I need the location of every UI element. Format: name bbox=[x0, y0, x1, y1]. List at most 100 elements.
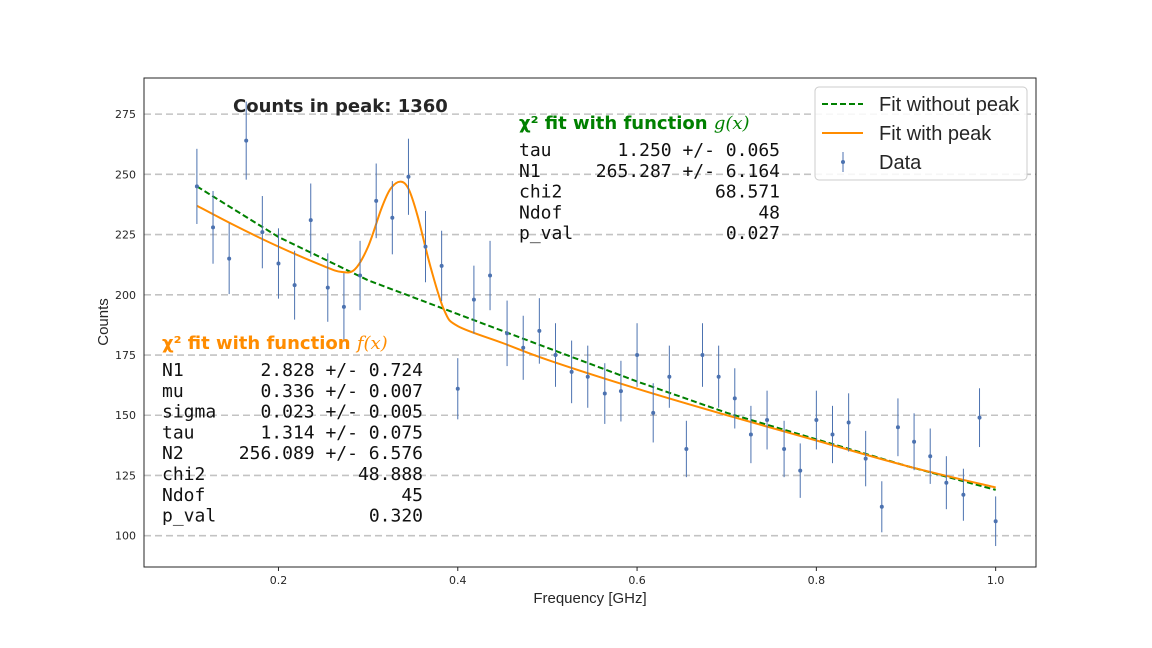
fit-f-row-value: 256.089 +/- 6.576 bbox=[239, 443, 423, 464]
data-point bbox=[684, 446, 689, 451]
y-tick-label: 225 bbox=[115, 229, 136, 242]
data-point bbox=[602, 391, 607, 396]
fit-g-title-prefix: χ² fit with function bbox=[519, 113, 714, 134]
fit-f-title-func: f(x) bbox=[355, 333, 388, 354]
data-point bbox=[667, 374, 672, 379]
data-point bbox=[765, 418, 770, 423]
data-point bbox=[618, 389, 623, 394]
legend-fit-without-peak: Fit without peak bbox=[879, 94, 1020, 116]
y-tick-label: 125 bbox=[115, 469, 136, 482]
fit-g-row-label: Ndof bbox=[519, 202, 562, 223]
fit-f-row-label: tau bbox=[162, 422, 195, 443]
plot-frame bbox=[143, 77, 1037, 568]
data-point bbox=[635, 353, 640, 358]
data-point bbox=[227, 256, 232, 261]
data-point bbox=[406, 174, 411, 179]
y-tick-label: 150 bbox=[115, 409, 136, 422]
fit-f-row-value: 48.888 bbox=[358, 464, 423, 485]
x-tick-label: 0.2 bbox=[270, 574, 288, 587]
fit-f-row-label: N2 bbox=[162, 443, 184, 464]
data-point bbox=[732, 396, 737, 401]
y-tick-label: 175 bbox=[115, 349, 136, 362]
data-point bbox=[651, 410, 656, 415]
fit-g-row-value: 68.571 bbox=[715, 182, 780, 203]
fit-f-row-label: sigma bbox=[162, 402, 216, 423]
data-point bbox=[455, 386, 460, 391]
data-point bbox=[977, 415, 982, 420]
fit-g-row-label: N1 bbox=[519, 161, 541, 182]
data-point bbox=[585, 374, 590, 379]
data-point bbox=[194, 184, 199, 189]
fit-g-title: χ² fit with function g(x) bbox=[519, 113, 750, 134]
y-tick-label: 275 bbox=[115, 108, 136, 121]
fit-g-row-value: 265.287 +/- 6.164 bbox=[596, 161, 780, 182]
data-point bbox=[521, 345, 526, 350]
data-point bbox=[390, 215, 395, 220]
data-point bbox=[325, 285, 330, 290]
fit-f-row-value: 45 bbox=[401, 485, 423, 506]
y-axis-ticks: 100 125 150 175 200 225 250 275 bbox=[115, 108, 136, 543]
x-tick-label: 0.6 bbox=[628, 574, 646, 587]
data-point bbox=[423, 244, 428, 249]
y-tick-label: 200 bbox=[115, 289, 136, 302]
legend-fit-with-peak: Fit with peak bbox=[879, 123, 992, 145]
data-point bbox=[244, 138, 249, 143]
data-point bbox=[846, 420, 851, 425]
data-point bbox=[798, 468, 803, 473]
x-tick-label: 1.0 bbox=[987, 574, 1005, 587]
data-point bbox=[912, 439, 917, 444]
data-point bbox=[292, 283, 297, 288]
data-point bbox=[928, 454, 933, 459]
fit-without-peak-layer bbox=[196, 185, 996, 491]
data-point bbox=[814, 418, 819, 423]
fit-f-row-value: 0.336 +/- 0.007 bbox=[260, 381, 423, 402]
fit-g-row-value: 0.027 bbox=[726, 223, 780, 244]
data-point bbox=[358, 273, 363, 278]
fit-f-row-label: N1 bbox=[162, 360, 184, 381]
fit-with-peak-line bbox=[196, 180, 996, 489]
fit-f-title: χ² fit with function f(x) bbox=[162, 333, 388, 354]
data-point bbox=[961, 492, 966, 497]
fit-f-row-label: mu bbox=[162, 381, 184, 402]
fit-f-row-label: chi2 bbox=[162, 464, 205, 485]
fit-g-row-label: chi2 bbox=[519, 182, 562, 203]
data-point bbox=[553, 353, 558, 358]
legend-data: Data bbox=[879, 152, 922, 174]
data-point bbox=[700, 353, 705, 358]
fit-with-peak-layer bbox=[196, 180, 996, 489]
fit-without-peak-line bbox=[196, 185, 996, 491]
x-tick-label: 0.8 bbox=[808, 574, 826, 587]
data-point bbox=[716, 374, 721, 379]
x-tick-label: 0.4 bbox=[449, 574, 467, 587]
legend-point-icon bbox=[841, 160, 845, 164]
fit-g-title-func: g(x) bbox=[714, 113, 750, 134]
y-axis-label: Counts bbox=[95, 298, 112, 346]
x-axis-ticks: 0.2 0.4 0.6 0.8 1.0 bbox=[270, 567, 1005, 587]
fit-g-row-label: p_val bbox=[519, 223, 573, 244]
data-point bbox=[505, 331, 510, 336]
legend: Fit without peak Fit with peak Data bbox=[814, 86, 1028, 181]
data-point bbox=[211, 225, 216, 230]
legend-box bbox=[814, 86, 1028, 181]
data-point bbox=[488, 273, 493, 278]
data-point bbox=[944, 480, 949, 485]
data-point bbox=[863, 456, 868, 461]
fit-f-row-value: 2.828 +/- 0.724 bbox=[260, 360, 423, 381]
data-point bbox=[879, 504, 884, 509]
fit-f-info: χ² fit with function f(x) N1 2.828 +/- 0.… bbox=[162, 333, 423, 527]
x-axis-label: Frequency [GHz] bbox=[533, 590, 646, 607]
fit-f-title-prefix: χ² fit with function bbox=[162, 333, 357, 354]
y-tick-label: 100 bbox=[115, 530, 136, 543]
fit-g-row-value: 1.250 +/- 0.065 bbox=[617, 140, 780, 161]
fit-f-row-value: 0.023 +/- 0.005 bbox=[260, 402, 423, 423]
data-point bbox=[260, 230, 265, 235]
data-point bbox=[748, 432, 753, 437]
data-point bbox=[830, 432, 835, 437]
data-point bbox=[537, 328, 542, 333]
data-point bbox=[471, 297, 476, 302]
fit-g-info: χ² fit with function g(x) tau 1.250 +/- 0… bbox=[519, 113, 780, 244]
fit-f-row-value: 1.314 +/- 0.075 bbox=[260, 422, 423, 443]
fit-f-row-label: p_val bbox=[162, 506, 216, 527]
data-point bbox=[374, 198, 379, 203]
